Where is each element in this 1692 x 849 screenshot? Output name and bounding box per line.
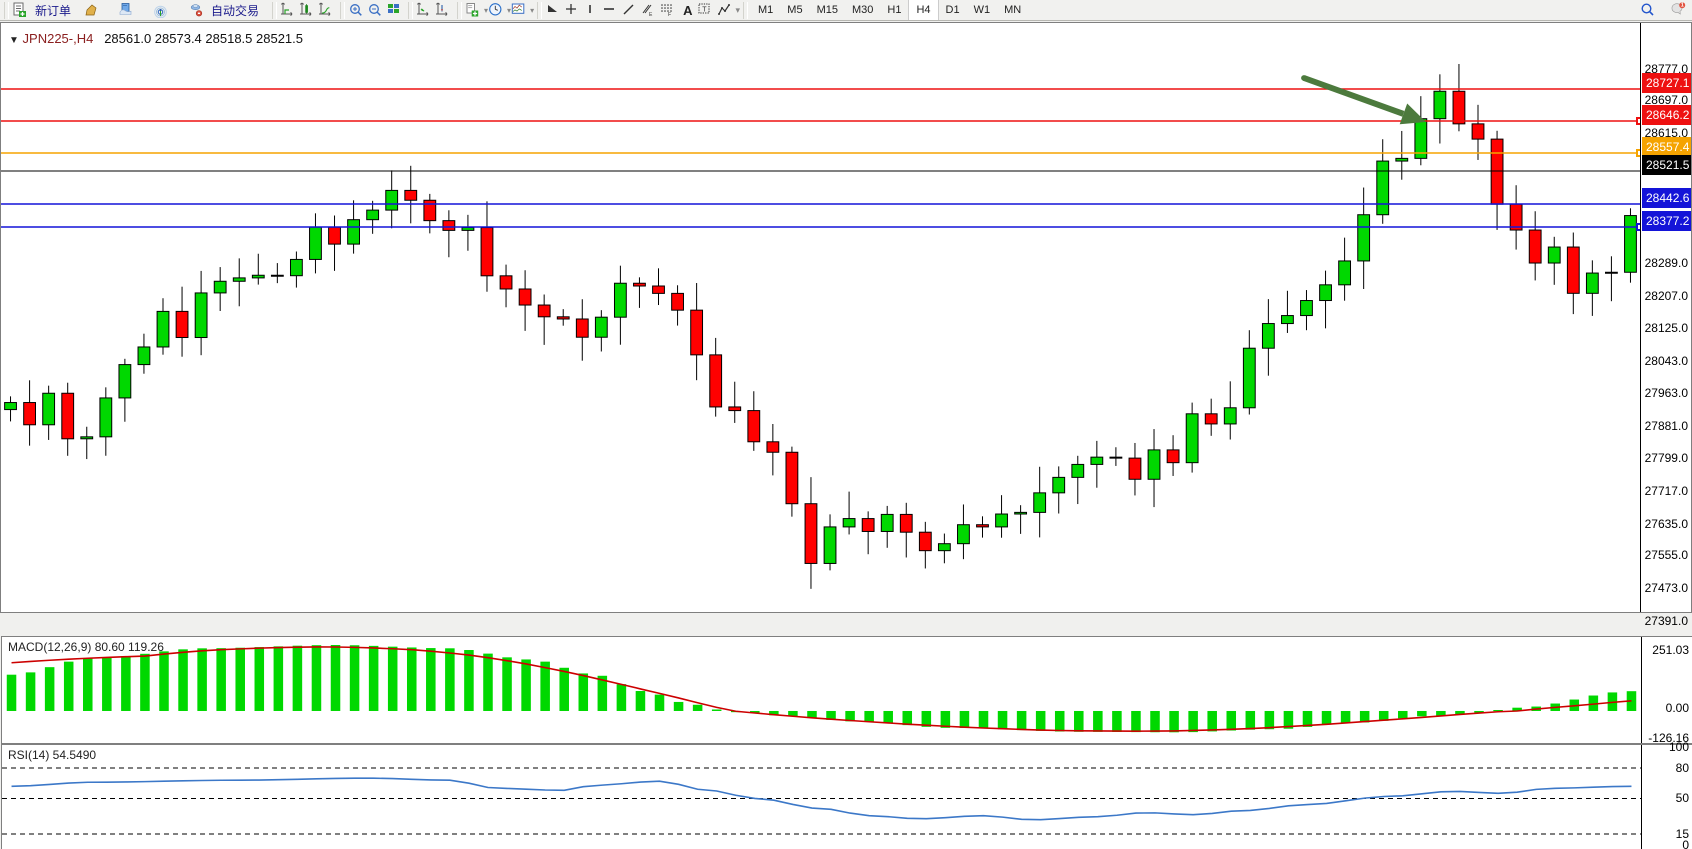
- svg-text:E: E: [649, 12, 653, 18]
- svg-text:F: F: [668, 12, 671, 18]
- svg-text:T: T: [703, 7, 708, 14]
- svg-text:1: 1: [1681, 3, 1684, 9]
